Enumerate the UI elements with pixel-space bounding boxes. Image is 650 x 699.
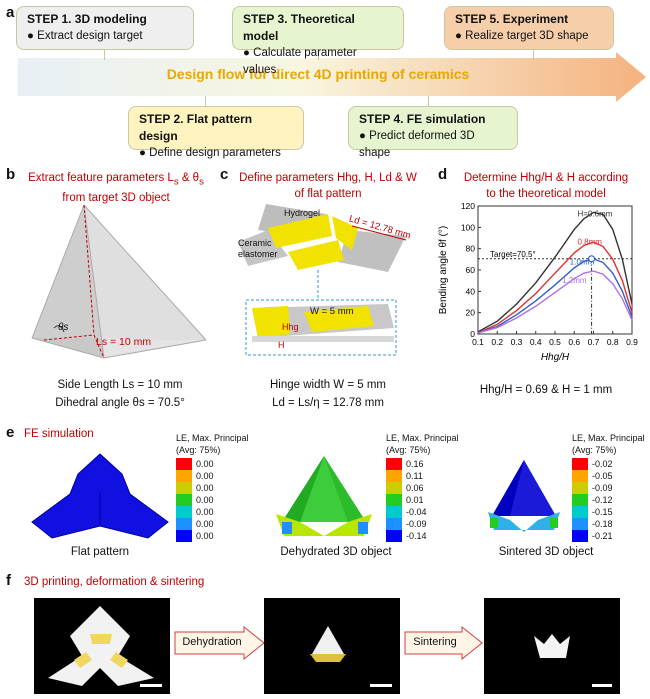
panel-d-label: d: [438, 166, 448, 183]
step-4-box: STEP 4. FE simulation ● Predict deformed…: [348, 106, 518, 159]
step-1-title: STEP 1. 3D modeling: [27, 12, 147, 26]
legend-1-title: LE, Max. Principal (Avg: 75%): [176, 433, 249, 455]
ceramic-elastomer-label: Ceramic elastomer: [238, 238, 278, 259]
hhg-label: Hhg: [282, 322, 299, 332]
panel-f-title: 3D printing, deformation & sintering: [24, 576, 205, 588]
step-2-title: STEP 2. Flat pattern design: [139, 112, 253, 143]
caption-sintered: Sintered 3D object: [498, 546, 594, 558]
x-axis-label: Hhg/H: [541, 352, 570, 363]
target-label: Target=70.5°: [490, 250, 536, 259]
x-tick-label: 0.7: [588, 337, 600, 347]
y-tick-label: 0: [470, 329, 475, 339]
step-1-box: STEP 1. 3D modeling ● Extract design tar…: [16, 6, 194, 50]
y-tick-label: 80: [466, 244, 476, 254]
step-1-item: Extract design target: [37, 30, 143, 42]
y-tick-label: 20: [466, 308, 476, 318]
series-line-2: [477, 258, 633, 334]
photo-dehydrated: [264, 598, 400, 694]
step-5-title: STEP 5. Experiment: [455, 12, 569, 26]
photo-printed: [34, 598, 170, 694]
series-label-1: 0.8mm: [578, 237, 603, 246]
series-line-1: [477, 241, 633, 334]
step-4-title: STEP 4. FE simulation: [359, 112, 486, 126]
x-tick-label: 0.4: [530, 337, 542, 347]
panel-e-label: e: [6, 424, 15, 441]
step-4-item: Predict deformed 3D shape: [359, 130, 475, 159]
legend-3-colorbar: [572, 458, 588, 542]
step-5-box: STEP 5. Experiment ● Realize target 3D s…: [444, 6, 614, 50]
panel-c-title: Define parameters Hhg, H, Ld & W of flat…: [239, 172, 417, 200]
series-line-0: [477, 211, 633, 333]
step-5-item: Realize target 3D shape: [465, 30, 589, 42]
panel-d-result: Hhg/H = 0.69 & H = 1 mm: [479, 384, 613, 396]
flat-pattern-figure: [238, 204, 407, 356]
sintering-label: Sintering: [413, 636, 457, 648]
panel-a-label: a: [6, 4, 15, 21]
dehydration-label: Dehydration: [182, 636, 242, 648]
legend-3-title: LE, Max. Principal (Avg: 75%): [572, 433, 645, 455]
y-tick-label: 40: [466, 286, 476, 296]
legend-1-colorbar: [176, 458, 192, 542]
design-flow-arrow: [18, 52, 646, 102]
w-label: W = 5 mm: [310, 306, 354, 317]
step-3-item: Calculate parameter values: [243, 47, 357, 76]
x-tick-label: 0.3: [511, 337, 523, 347]
y-tick-label: 60: [466, 265, 476, 275]
legend-2-colorbar: [386, 458, 402, 542]
panel-b-caption: Side Length Ls = 10 mm Dihedral angle θs…: [55, 379, 185, 409]
panel-c-label: c: [220, 166, 229, 183]
step-3-box: STEP 3. Theoretical model ● Calculate pa…: [232, 6, 404, 76]
step-2-box: STEP 2. Flat pattern design ● Define des…: [128, 106, 304, 159]
length-label: Ls = 10 mm: [96, 336, 152, 348]
caption-flat-pattern: Flat pattern: [70, 546, 130, 558]
y-tick-label: 100: [461, 222, 475, 232]
tetrahedron-figure: [31, 204, 207, 359]
legend-2-values: 0.16 0.11 0.06 0.01 -0.04 -0.09 -0.14: [406, 459, 427, 541]
x-tick-label: 0.9: [626, 337, 638, 347]
bending-angle-chart: 0.1 0.2 0.3 0.4 0.5 0.6 0.7 0.8 0.9 0 20 40 60 80 100 1…: [438, 201, 638, 363]
series-label-0: H=0.6mm: [578, 210, 613, 219]
step-2-item: Define design parameters: [149, 147, 281, 159]
panel-b-label: b: [6, 166, 16, 183]
x-tick-label: 0.1: [472, 337, 484, 347]
theta-label: θs: [58, 322, 69, 333]
x-tick-label: 0.2: [491, 337, 503, 347]
fe-dehydrated-object: [276, 456, 372, 536]
panel-c-caption: Hinge width W = 5 mm Ld = Ls/η = 12.78 m…: [270, 379, 386, 409]
series-label-3: 1.2mm: [562, 276, 587, 285]
fe-flat-pattern: [31, 453, 169, 539]
y-axis-label: Bending angle θf (°): [438, 226, 449, 315]
hydrogel-label: Hydrogel: [284, 208, 321, 218]
panel-d-title: Determine Hhg/H & H according to the the…: [463, 172, 629, 200]
step-3-title: STEP 3. Theoretical model: [243, 12, 355, 43]
legend-2-title: LE, Max. Principal (Avg: 75%): [386, 433, 459, 455]
h-label: H: [278, 340, 285, 350]
design-flow-text: Design flow for direct 4D printing of ce…: [166, 66, 470, 82]
panel-b-title: Extract feature parameters Ls & θs from …: [28, 172, 204, 205]
target-marker: [587, 255, 596, 263]
sintering-arrow: [404, 626, 483, 660]
x-tick-label: 0.6: [568, 337, 580, 347]
x-tick-label: 0.5: [549, 337, 561, 347]
x-tick-label: 0.8: [607, 337, 619, 347]
panel-e-title: FE simulation: [24, 428, 94, 440]
series-label-2: 1.0mm: [570, 258, 595, 267]
panel-f-label: f: [6, 572, 11, 589]
legend-3-values: -0.02 -0.05 -0.09 -0.12 -0.15 -0.18 -0.21: [592, 459, 613, 541]
photo-sintered: [484, 598, 620, 694]
legend-1-values: 0.00 0.00 0.00 0.00 0.00 0.00 0.00: [196, 459, 214, 541]
dehydration-arrow: [174, 626, 265, 660]
series-line-3: [477, 270, 633, 334]
plot-frame: [477, 205, 633, 335]
fe-sintered-object: [488, 460, 560, 532]
caption-dehydrated: Dehydrated 3D object: [280, 546, 392, 558]
y-tick-label: 120: [461, 201, 475, 211]
